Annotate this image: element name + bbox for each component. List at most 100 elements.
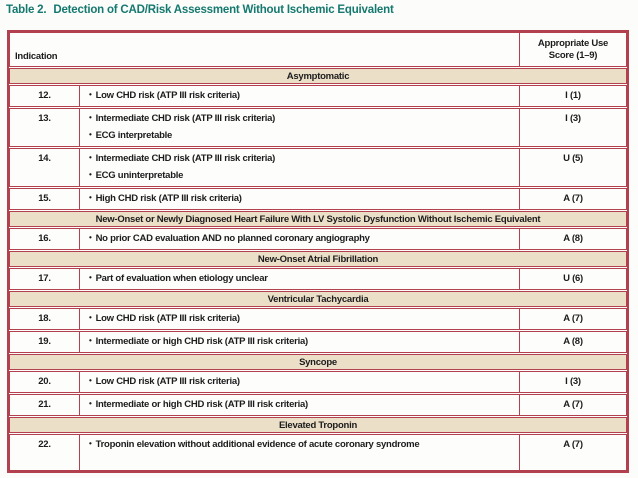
criteria-line: • Intermediate or high CHD risk (ATP III … [89, 396, 515, 413]
auc-table: Indication Appropriate Use Score (1–9) A… [7, 30, 629, 473]
score-value: A (7) [519, 435, 626, 470]
criteria-text: Intermediate or high CHD risk (ATP III r… [95, 336, 309, 347]
score-value: A (7) [519, 309, 626, 329]
table-row: 20. • Low CHD risk (ATP III risk criteria)… [9, 371, 627, 393]
row-number: 18. [10, 309, 80, 329]
bullet-icon: • [89, 336, 92, 345]
criteria-text: High CHD risk (ATP III risk criteria) [95, 193, 242, 204]
criteria-line: • Intermediate or high CHD risk (ATP III … [89, 333, 515, 350]
bullet-icon: • [89, 113, 92, 122]
section-title: New-Onset or Newly Diagnosed Heart Failu… [95, 213, 541, 225]
criteria-text: Intermediate or high CHD risk (ATP III r… [95, 399, 309, 410]
criteria-text: Low CHD risk (ATP III risk criteria) [95, 90, 241, 101]
column-header-score: Appropriate Use Score (1–9) [519, 33, 626, 66]
criteria-cell: • Intermediate CHD risk (ATP III risk cri… [80, 109, 519, 146]
auc-table-body: Asymptomatic 12. • Low CHD risk (ATP III ri… [9, 68, 627, 471]
criteria-line: • Part of evaluation when etiology unclea… [89, 270, 515, 287]
table-row: 13. • Intermediate CHD risk (ATP III risk … [9, 108, 627, 147]
criteria-line: • Intermediate CHD risk (ATP III risk cri… [89, 110, 515, 127]
table-row: 18. • Low CHD risk (ATP III risk criteria)… [9, 308, 627, 330]
table-row: 21. • Intermediate or high CHD risk (ATP I… [9, 394, 627, 416]
bullet-icon: • [89, 313, 92, 322]
score-value: A (7) [519, 189, 626, 209]
bullet-icon: • [89, 273, 92, 282]
score-value: I (3) [519, 109, 626, 146]
score-value: I (1) [519, 86, 626, 106]
score-value: I (3) [519, 372, 626, 392]
bullet-icon: • [89, 376, 92, 385]
criteria-text: ECG uninterpretable [95, 170, 184, 181]
criteria-text: Low CHD risk (ATP III risk criteria) [95, 376, 241, 387]
section-header: Asymptomatic [9, 68, 627, 84]
criteria-text: Intermediate CHD risk (ATP III risk crit… [95, 113, 276, 124]
criteria-text: Low CHD risk (ATP III risk criteria) [95, 313, 241, 324]
score-value: A (8) [519, 229, 626, 249]
criteria-text: Intermediate CHD risk (ATP III risk crit… [95, 153, 276, 164]
score-value: A (7) [519, 395, 626, 415]
criteria-cell: • Low CHD risk (ATP III risk criteria) [80, 372, 519, 392]
column-header-score-line1: Appropriate Use [537, 38, 609, 49]
criteria-text: Troponin elevation without additional ev… [95, 439, 420, 450]
criteria-cell: • Intermediate or high CHD risk (ATP III … [80, 395, 519, 415]
column-header-indication: Indication [15, 51, 58, 62]
section-header: New-Onset Atrial Fibrillation [9, 251, 627, 267]
criteria-text: No prior CAD evaluation AND no planned c… [95, 233, 370, 244]
bullet-icon: • [89, 439, 92, 448]
column-header-score-line2: Score (1–9) [548, 49, 598, 61]
bullet-icon: • [89, 153, 92, 162]
table-caption: Detection of CAD/Risk Assessment Without… [53, 4, 394, 16]
row-number: 21. [10, 395, 80, 415]
table-label: Table 2. [6, 4, 47, 16]
section-title: Syncope [299, 356, 337, 368]
row-number: 22. [10, 435, 80, 470]
section-title: Ventricular Tachycardia [267, 293, 369, 305]
score-value: U (5) [519, 149, 626, 186]
row-number: 12. [10, 86, 80, 106]
criteria-line: • ECG uninterpretable [89, 167, 515, 184]
criteria-line: • Intermediate CHD risk (ATP III risk cri… [89, 150, 515, 167]
section-header: New-Onset or Newly Diagnosed Heart Failu… [9, 211, 627, 227]
score-value: A (8) [519, 332, 626, 352]
section-title: New-Onset Atrial Fibrillation [257, 253, 379, 265]
table-header-row: Indication Appropriate Use Score (1–9) [9, 32, 627, 67]
criteria-line: • High CHD risk (ATP III risk criteria) [89, 190, 515, 207]
table-title: Table 2. Detection of CAD/Risk Assessment… [6, 4, 394, 16]
table-row: 19. • Intermediate or high CHD risk (ATP I… [9, 331, 627, 353]
bullet-icon: • [89, 193, 92, 202]
criteria-cell: • Low CHD risk (ATP III risk criteria) [80, 86, 519, 106]
table-row: 16. • No prior CAD evaluation AND no plann… [9, 228, 627, 250]
row-number: 13. [10, 109, 80, 146]
criteria-line: • No prior CAD evaluation AND no planned … [89, 230, 515, 247]
criteria-line: • Low CHD risk (ATP III risk criteria) [89, 310, 515, 327]
table-row: 17. • Part of evaluation when etiology unc… [9, 268, 627, 290]
criteria-cell: • No prior CAD evaluation AND no planned … [80, 229, 519, 249]
table-row: 22. • Troponin elevation without additiona… [9, 434, 627, 471]
row-number: 20. [10, 372, 80, 392]
bullet-icon: • [89, 233, 92, 242]
bullet-icon: • [89, 130, 92, 139]
table-row: 15. • High CHD risk (ATP III risk criteria… [9, 188, 627, 210]
criteria-cell: • High CHD risk (ATP III risk criteria) [80, 189, 519, 209]
row-number: 15. [10, 189, 80, 209]
criteria-text: ECG interpretable [95, 130, 173, 141]
row-number: 17. [10, 269, 80, 289]
section-header: Syncope [9, 354, 627, 370]
criteria-cell: • Troponin elevation without additional e… [80, 435, 519, 470]
criteria-cell: • Low CHD risk (ATP III risk criteria) [80, 309, 519, 329]
criteria-cell: • Intermediate or high CHD risk (ATP III … [80, 332, 519, 352]
bullet-icon: • [89, 90, 92, 99]
section-header: Elevated Troponin [9, 417, 627, 433]
bullet-icon: • [89, 170, 92, 179]
criteria-cell: • Intermediate CHD risk (ATP III risk cri… [80, 149, 519, 186]
row-number: 19. [10, 332, 80, 352]
section-header: Ventricular Tachycardia [9, 291, 627, 307]
row-number: 14. [10, 149, 80, 186]
criteria-text: Part of evaluation when etiology unclear [95, 273, 268, 284]
criteria-line: • ECG interpretable [89, 127, 515, 144]
criteria-line: • Troponin elevation without additional e… [89, 436, 515, 453]
row-number: 16. [10, 229, 80, 249]
score-value: U (6) [519, 269, 626, 289]
table-row: 12. • Low CHD risk (ATP III risk criteria)… [9, 85, 627, 107]
bullet-icon: • [89, 399, 92, 408]
criteria-cell: • Part of evaluation when etiology unclea… [80, 269, 519, 289]
